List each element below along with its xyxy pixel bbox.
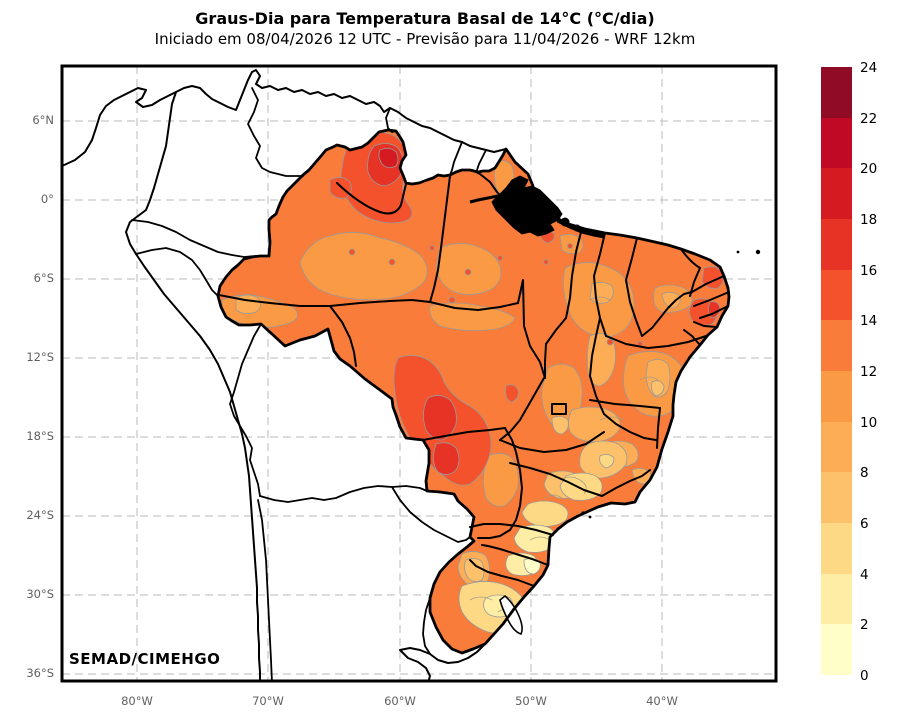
contour-bands <box>221 131 724 634</box>
lon-tick-label: 70°W <box>252 694 284 708</box>
colorbar-tick-label: 2 <box>860 617 869 633</box>
lat-tick-label: 24°S <box>26 508 54 522</box>
colorbar-tick-label: 24 <box>860 60 878 76</box>
atlantic-island-dots <box>581 249 761 519</box>
colorbar-segment <box>821 67 852 118</box>
figure-subtitle: Iniciado em 08/04/2026 12 UTC - Previsão… <box>154 30 696 48</box>
colorbar-tick-label: 6 <box>860 516 869 532</box>
colorbar-segment <box>821 371 852 422</box>
colorbar-tick-label: 18 <box>860 212 878 228</box>
lat-tick-label: 6°S <box>33 271 54 285</box>
brazil-border <box>216 128 731 655</box>
border-bolivia-argentina-paraguay <box>259 485 428 503</box>
border-colombia-venezuela <box>247 87 304 177</box>
amazon-delta <box>469 175 606 239</box>
colorbar-tick-label: 12 <box>860 364 878 380</box>
lon-tick-label: 50°W <box>515 694 547 708</box>
colorbar-tick-label: 16 <box>860 263 878 279</box>
caribbean-guianas-coastline <box>63 69 507 167</box>
colorbar-tick-label: 14 <box>860 313 878 329</box>
colorbar-tick-label: 10 <box>860 415 878 431</box>
lat-tick-label: 0° <box>40 192 54 206</box>
colorbar-segment <box>821 624 852 676</box>
colorbar-tick-label: 8 <box>860 465 869 481</box>
figure-title: Graus-Dia para Temperatura Basal de 14°C… <box>195 9 655 28</box>
colorbar-tick-label: 22 <box>860 111 878 127</box>
lat-tick-label: 30°S <box>26 587 54 601</box>
colorbar-segment <box>821 523 852 574</box>
pacific-coastline <box>125 91 261 680</box>
lat-tick-label: 36°S <box>26 666 54 680</box>
border-peru-bolivia-chile <box>229 323 262 497</box>
lat-tick-label: 6°N <box>32 113 54 127</box>
colorbar-segment <box>821 472 852 524</box>
border-paraguay-argentina <box>391 486 471 543</box>
lon-tick-label: 80°W <box>121 694 153 708</box>
colorbar-segment <box>821 168 852 220</box>
credit-label: SEMAD/CIMEHGO <box>69 650 221 668</box>
colorbar-segment <box>821 421 852 473</box>
border-suriname-guiana <box>476 149 487 171</box>
brazil-contour-field <box>218 130 729 653</box>
colorbar-segment <box>821 320 852 372</box>
border-venezuela-guyana <box>385 107 397 133</box>
uruguay-plata-coastline <box>399 643 486 680</box>
colorbar-segment <box>821 219 852 270</box>
colorbar-segment <box>821 117 852 169</box>
south-america-outlines <box>63 69 507 680</box>
colorbar <box>821 67 852 676</box>
lat-tick-label: 12°S <box>26 350 54 364</box>
colorbar-tick-label: 0 <box>860 668 869 684</box>
lon-tick-label: 40°W <box>646 694 678 708</box>
lon-tick-label: 60°W <box>384 694 416 708</box>
border-chile-argentina <box>257 499 273 680</box>
colorbar-segment <box>821 573 852 625</box>
border-argentina-uruguay <box>422 597 431 655</box>
lat-tick-label: 18°S <box>26 429 54 443</box>
colorbar-tick-label: 4 <box>860 567 869 583</box>
map-frame <box>60 64 778 683</box>
border-ecuador-peru <box>135 247 219 297</box>
border-colombia-peru <box>131 219 270 258</box>
colorbar-tick-label: 20 <box>860 161 878 177</box>
border-guyana-suriname <box>449 141 463 176</box>
colorbar-segment <box>821 269 852 321</box>
